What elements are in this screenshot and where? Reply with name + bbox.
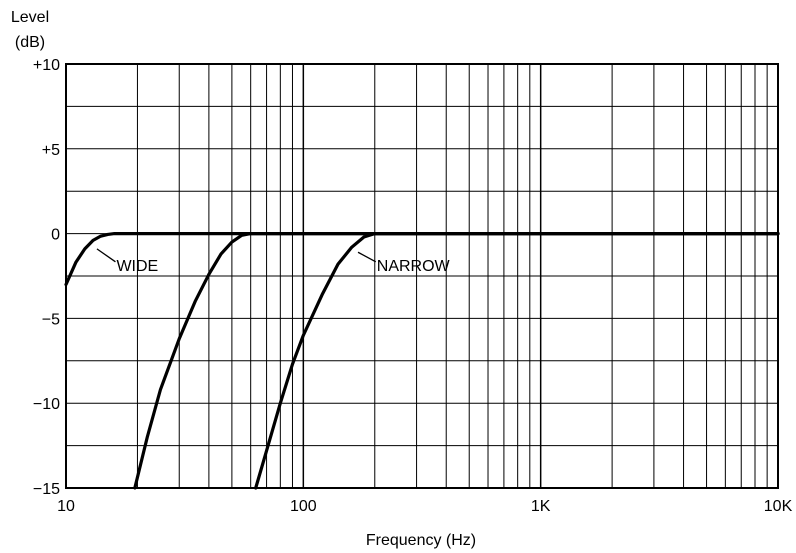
y-tick-label: 0 (51, 227, 60, 244)
tick-labels: 10 100 1K 10K +10 +5 0 −5 −10 −15 (33, 57, 793, 515)
y-tick-label: +5 (42, 142, 60, 159)
grid (65, 63, 779, 489)
annotation-label: NARROW (377, 258, 451, 275)
x-axis-title: Frequency (Hz) (366, 532, 476, 549)
y-axis-title-line2: (dB) (15, 34, 45, 51)
plot-frame (65, 63, 779, 489)
y-tick-label: −10 (33, 396, 60, 413)
annotation-label: WIDE (116, 258, 158, 275)
x-tick-label: 100 (290, 498, 317, 515)
x-tick-label: 10 (57, 498, 75, 515)
series-line-2 (133, 232, 780, 490)
annotations: WIDE NARROW (96, 248, 451, 275)
y-axis-title-line1: Level (11, 9, 49, 26)
y-tick-label: +10 (33, 57, 60, 74)
series-line-3 (254, 232, 780, 490)
x-tick-label: 10K (764, 498, 793, 515)
x-tick-label: 1K (531, 498, 551, 515)
y-tick-label: −15 (33, 481, 60, 498)
annotation-leader (96, 248, 116, 263)
y-tick-label: −5 (42, 311, 60, 328)
series-group (64, 232, 780, 490)
annotation-leader (357, 251, 377, 263)
